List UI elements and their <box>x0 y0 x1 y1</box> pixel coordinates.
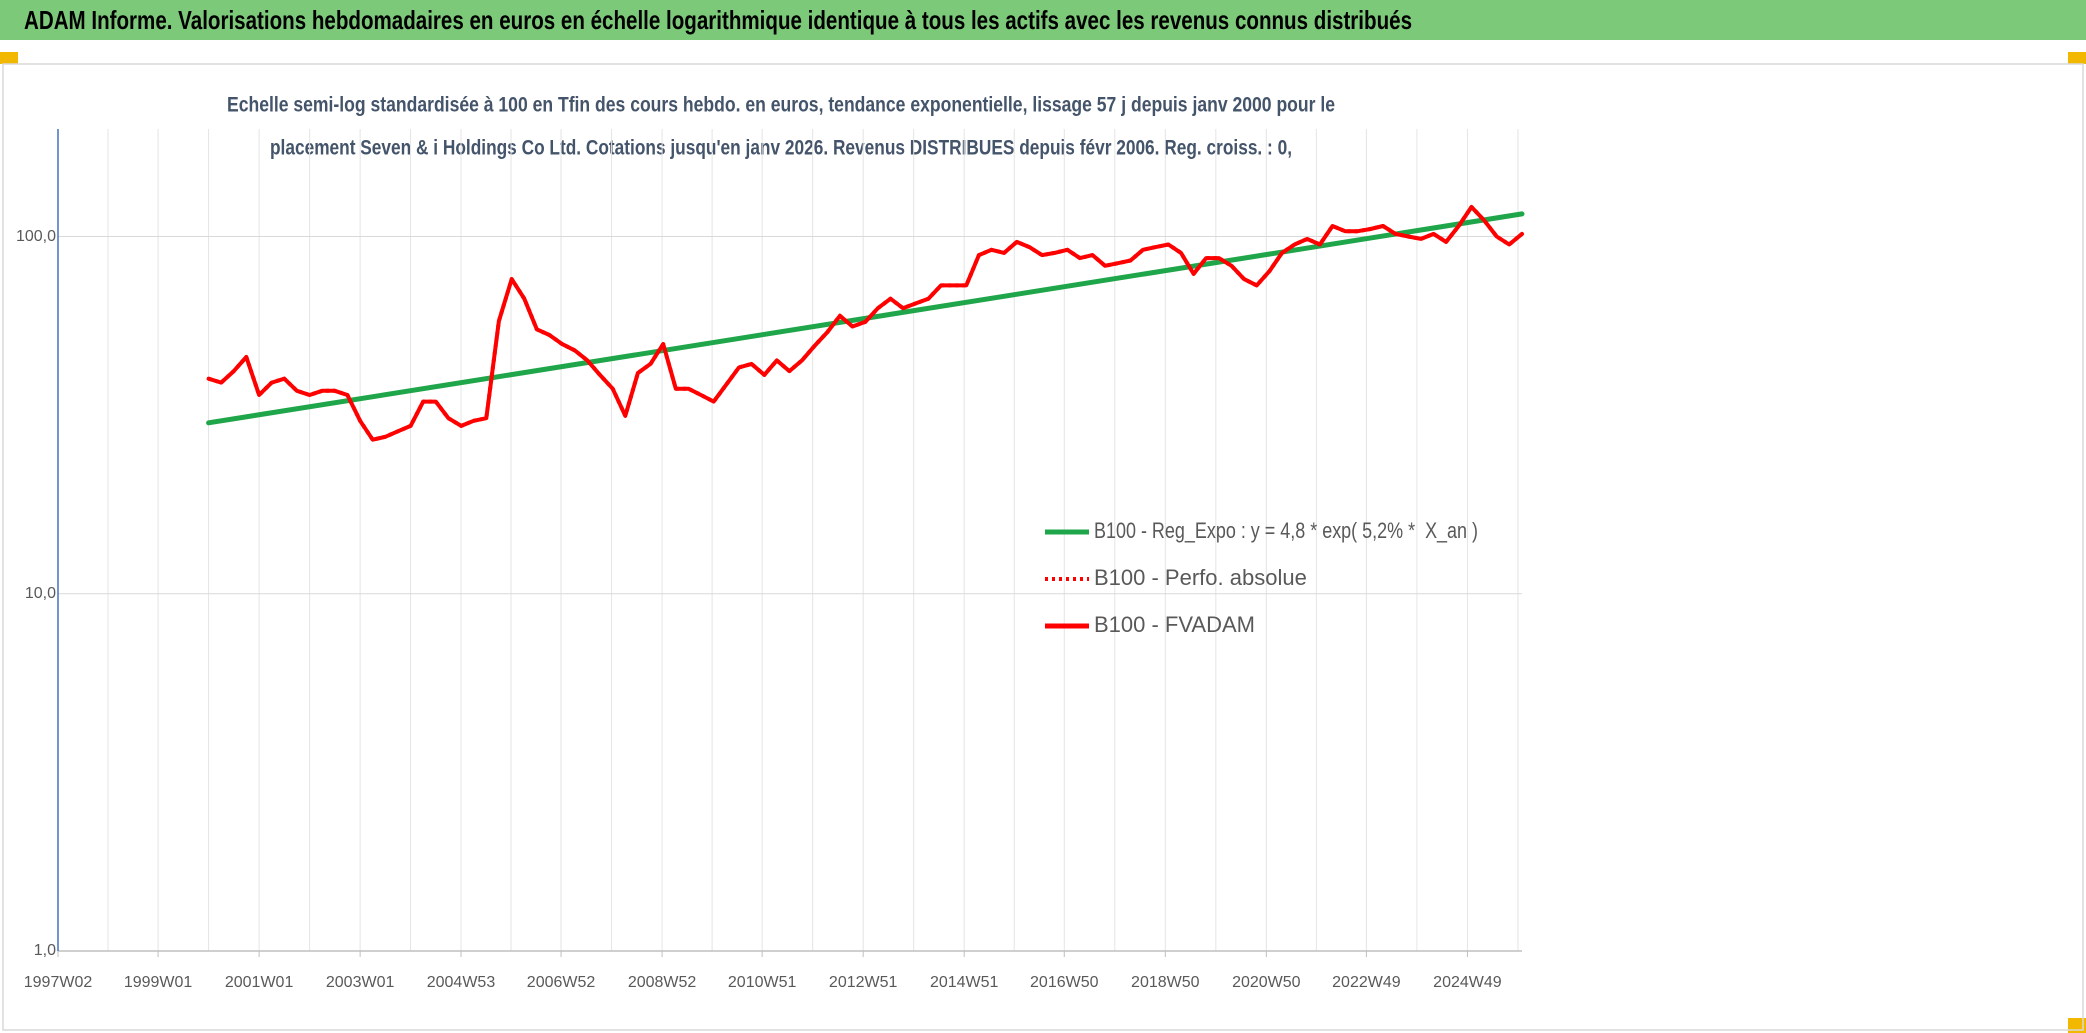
x-tick-label: 2018W50 <box>1131 974 1200 991</box>
series-line <box>206 205 1524 442</box>
x-tick-label: 2001W01 <box>225 974 294 991</box>
x-tick-label: 2012W51 <box>829 974 898 991</box>
series-line <box>206 211 1525 426</box>
x-tick-label: 2008W52 <box>628 974 697 991</box>
x-tick-label: 2016W50 <box>1030 974 1099 991</box>
title-banner <box>0 0 2086 40</box>
legend-label: B100 - Perfo. absolue <box>1094 565 1307 590</box>
x-tick-label: 1999W01 <box>124 974 193 991</box>
y-tick-label: 1,0 <box>34 942 56 959</box>
x-tick-label: 2004W53 <box>427 974 496 991</box>
corner-mark <box>0 52 18 64</box>
x-tick-label: 2006W52 <box>527 974 596 991</box>
chart-background <box>0 40 2086 1033</box>
chart-frame <box>2 63 2084 1031</box>
corner-mark <box>2068 52 2086 64</box>
chart-subtitle: Echelle semi-log standardisée à 100 en T… <box>227 94 1335 117</box>
x-tick-label: 2020W50 <box>1232 974 1301 991</box>
x-tick-label: 2022W49 <box>1332 974 1401 991</box>
x-tick-label: 2014W51 <box>930 974 999 991</box>
x-tick-label: 2010W51 <box>728 974 797 991</box>
x-tick-label: 1997W02 <box>24 974 93 991</box>
legend-label: B100 - Reg_Expo : y = 4,8 * exp( 5,2% * … <box>1094 518 1478 543</box>
chart-title: ADAM Informe. Valorisations hebdomadaire… <box>24 5 1412 35</box>
x-tick-label: 2024W49 <box>1433 974 1502 991</box>
legend-label: B100 - FVADAM <box>1094 612 1255 637</box>
y-tick-label: 10,0 <box>25 585 56 602</box>
chart-subtitle: placement Seven & i Holdings Co Ltd. Cot… <box>270 137 1292 160</box>
y-tick-label: 100,0 <box>16 228 56 245</box>
x-tick-label: 2003W01 <box>326 974 395 991</box>
